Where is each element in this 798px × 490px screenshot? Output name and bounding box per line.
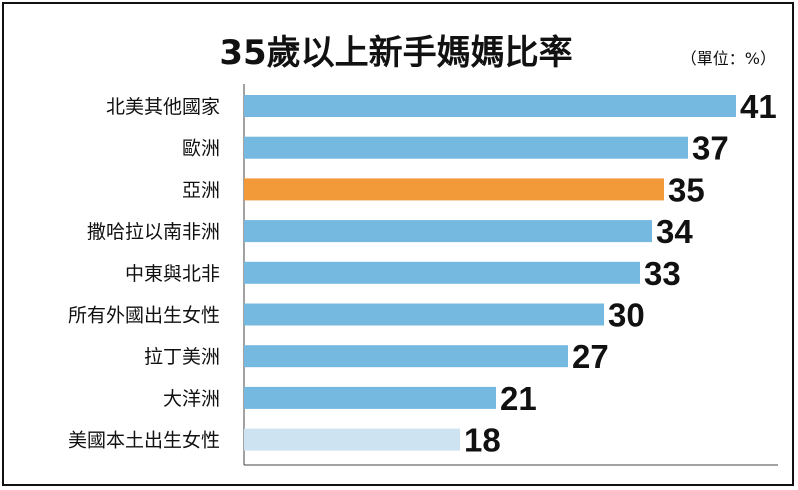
bar [244,95,736,117]
value-label: 34 [656,213,693,250]
value-label: 27 [572,338,609,375]
value-label: 30 [608,297,645,334]
category-label: 所有外國出生女性 [68,305,220,327]
bar [244,178,664,201]
bar [244,136,688,159]
bars-group: 北美其他國家 41 歐洲 37 亞洲 35 撒哈拉以南非洲 34 中東與北非 33 所有外國出生女性… [68,88,777,459]
category-label: 大洋洲 [163,388,220,410]
unit-note: （單位：%） [681,49,776,68]
category-label: 美國本土出生女性 [68,430,220,452]
value-label: 35 [668,171,705,208]
value-label: 37 [692,130,729,167]
bar [244,220,652,243]
value-label: 33 [644,255,681,292]
bar [244,345,568,368]
category-label: 北美其他國家 [106,96,220,118]
category-label: 亞洲 [182,179,220,201]
bar [244,386,496,409]
value-label: 41 [740,88,777,125]
value-label: 21 [500,380,537,417]
bar [244,303,604,326]
category-label: 撒哈拉以南非洲 [87,221,220,243]
category-label: 拉丁美洲 [144,346,220,368]
bar [244,428,460,451]
value-label: 18 [464,422,501,459]
category-label: 歐洲 [182,138,220,160]
bar [244,261,640,284]
category-label: 中東與北非 [125,263,220,285]
chart-title: 35歲以上新手媽媽比率 [219,33,572,73]
